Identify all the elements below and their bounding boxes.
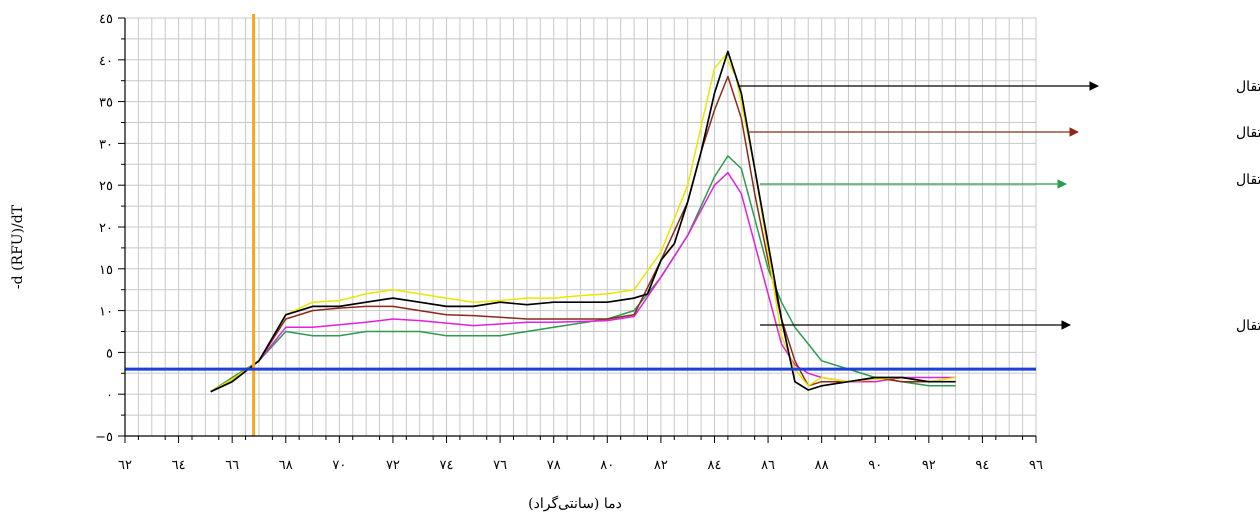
x-tick-label: ٨٤ xyxy=(707,458,721,473)
x-tick-label: ٦٢ xyxy=(118,458,132,473)
x-tick-label: ٩٤ xyxy=(975,458,989,473)
series-layer xyxy=(210,50,956,393)
x-tick-label: ٩٦ xyxy=(1029,458,1043,473)
annotations: GADPH بعد از انتقال GADPH قبل از انتقال CD… xyxy=(738,79,1260,334)
annotation-label: GADPH بعد از انتقال xyxy=(1236,79,1260,95)
x-tick-label: ٩٢ xyxy=(922,458,936,473)
annotation-label: GADPH قبل از انتقال xyxy=(1236,125,1260,141)
series-line-black xyxy=(210,50,956,393)
series-line-green xyxy=(210,155,956,393)
x-tick-label: ٨٢ xyxy=(654,458,668,473)
annotation-text: قبل از انتقال xyxy=(1236,125,1260,141)
ticks: ٦٢ ٦٤ ٦٦ ٦٨ ٧٠ ٧٢ ٧٤ ٧٦ ٧٨ ٨٠ ٨٢ ٨٤ ٨٦ ٨٨ ٩٠ ٩٢ ٩٤ ٩٦ −٥ ٠ ٥… xyxy=(95,12,1043,473)
x-tick-label: ٦٤ xyxy=(172,458,186,473)
y-tick-label: ٣٠ xyxy=(99,137,113,152)
x-tick-label: ٧٨ xyxy=(547,458,561,473)
x-tick-label: ٧٦ xyxy=(493,458,507,473)
annotation-text: بعد از انتقال xyxy=(1236,79,1260,95)
x-tick-label: ٧٢ xyxy=(386,458,400,473)
x-tick-label: ٩٠ xyxy=(868,458,882,473)
y-tick-label: ١٥ xyxy=(99,263,113,278)
series-line-brown xyxy=(210,75,956,393)
y-tick-label: ٠ xyxy=(106,388,113,403)
reference-lines xyxy=(125,14,1036,436)
annotation-text: قبل از انتقال xyxy=(1236,172,1260,188)
axes xyxy=(124,18,1036,437)
y-tick-label: ١٠ xyxy=(99,305,113,320)
x-tick-label: ٨٨ xyxy=(815,458,829,473)
x-tick-label: ٨٠ xyxy=(600,458,614,473)
x-tick-label: ٦٨ xyxy=(279,458,293,473)
y-tick-label: ٢٥ xyxy=(99,179,113,194)
x-tick-label: ٨٦ xyxy=(761,458,775,473)
y-tick-label: ٥ xyxy=(106,346,113,361)
x-tick-label: ٦٦ xyxy=(225,458,239,473)
series-line-yellow xyxy=(210,54,956,393)
x-axis-title: دما (سانتی‌گراد) xyxy=(528,495,622,512)
annotation-label: CD40 قبل از انتقال xyxy=(1236,172,1260,188)
x-tick-label: ٧٤ xyxy=(440,458,454,473)
y-tick-label: ٢٠ xyxy=(99,221,113,236)
annotation-text: بعد از انتقال xyxy=(1236,318,1260,334)
y-axis-title: -d (RFU)/dT xyxy=(10,204,26,289)
y-tick-label: −٥ xyxy=(95,430,113,445)
y-tick-label: ٤٥ xyxy=(99,12,113,27)
series-line-magenta xyxy=(210,171,956,393)
x-tick-label: ٧٠ xyxy=(332,458,346,473)
y-tick-label: ٣٥ xyxy=(99,96,113,111)
annotation-label: CD40 بعد از انتقال xyxy=(1236,318,1260,334)
y-tick-label: ٤٠ xyxy=(99,54,113,69)
grid xyxy=(124,17,1037,437)
